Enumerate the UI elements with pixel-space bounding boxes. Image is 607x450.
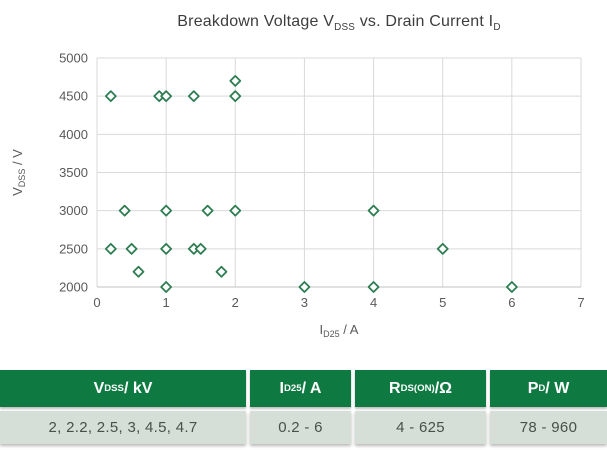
data-point-marker — [298, 281, 311, 293]
data-points — [104, 75, 518, 293]
y-tick-label: 4000 — [59, 127, 88, 142]
data-point-marker — [229, 75, 242, 87]
data-point-marker — [160, 204, 173, 217]
x-tick-label: 7 — [577, 295, 584, 310]
x-tick-label: 1 — [163, 295, 170, 310]
axis-titles: ID25 / A VDSS / V — [10, 149, 359, 339]
data-point-marker — [367, 204, 380, 217]
data-point-marker — [229, 204, 242, 217]
data-point-marker — [201, 204, 214, 217]
gridlines — [96, 57, 582, 288]
y-tick-labels: 2000 2500 3000 3500 4000 4500 5000 — [59, 51, 88, 295]
data-point-marker — [118, 204, 131, 217]
x-tick-label: 3 — [301, 295, 308, 310]
data-point-marker — [104, 242, 117, 255]
data-point-marker — [125, 242, 138, 255]
y-tick-label: 2500 — [59, 241, 88, 256]
data-point-marker — [104, 90, 117, 103]
data-point-marker — [505, 281, 518, 293]
scatter-plot: 2000 2500 3000 3500 4000 4500 5000 0 1 2 3 4 5 6 7 ID25… — [10, 51, 585, 340]
table-cell-rdson-range: 4 - 625 — [355, 411, 486, 444]
x-tick-label: 4 — [370, 295, 377, 310]
data-point-marker — [187, 90, 200, 103]
data-point-marker — [367, 281, 380, 293]
y-tick-label: 3000 — [59, 203, 88, 218]
x-tick-label: 5 — [439, 295, 446, 310]
data-point-marker — [160, 281, 173, 293]
table-cell-pd-range: 78 - 960 — [490, 411, 607, 444]
table-cell-id25-range: 0.2 - 6 — [250, 411, 351, 444]
table-header-rdson: R DS(ON) /Ω — [355, 370, 486, 407]
data-point-marker — [229, 90, 242, 103]
table-cell-vdss-values: 2, 2.2, 2.5, 3, 4.5, 4.7 — [0, 411, 246, 444]
data-point-marker — [160, 90, 173, 103]
chart-title: Breakdown Voltage VDSS vs. Drain Current… — [177, 13, 501, 34]
y-axis-title: VDSS / V — [10, 149, 27, 196]
x-tick-label: 0 — [93, 295, 100, 310]
y-tick-label: 2000 — [59, 280, 88, 295]
y-tick-label: 3500 — [59, 165, 88, 180]
x-tick-label: 6 — [508, 295, 515, 310]
table-header-id25: I D25 / A — [250, 370, 351, 407]
data-point-marker — [132, 265, 145, 278]
x-tick-label: 2 — [232, 295, 239, 310]
y-tick-label: 4500 — [59, 89, 88, 104]
x-tick-labels: 0 1 2 3 4 5 6 7 — [93, 295, 584, 310]
y-tick-label: 5000 — [59, 51, 88, 66]
x-axis-title: ID25 / A — [320, 322, 359, 339]
data-point-marker — [160, 242, 173, 255]
data-point-marker — [215, 265, 228, 278]
data-point-marker — [436, 242, 449, 255]
table-header-vdss: V DSS / kV — [0, 370, 246, 407]
data-point-marker — [194, 242, 207, 255]
